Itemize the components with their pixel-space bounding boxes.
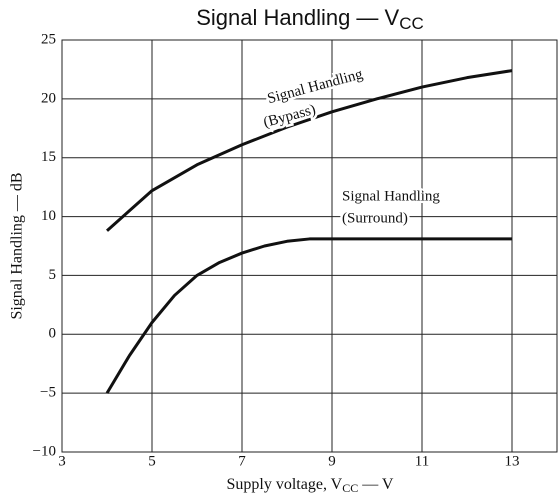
x-tick-label: 13 [505, 453, 520, 469]
x-tick-label: 7 [238, 453, 246, 469]
x-label-sub: CC [342, 481, 358, 495]
title-text: Signal Handling — V [196, 5, 399, 30]
series-label-line: (Surround) [342, 210, 408, 226]
y-tick-label: 20 [41, 90, 56, 106]
y-tick-label: 15 [41, 149, 56, 165]
x-tick-label: 5 [148, 453, 156, 469]
x-axis-label: Supply voltage, VCC — V [227, 476, 394, 495]
y-tick-label: 0 [49, 326, 57, 342]
chart-title: Signal Handling — VCC [196, 5, 424, 34]
line-series [106, 69, 513, 232]
y-tick-label: 5 [49, 267, 57, 283]
y-tick-label: 10 [41, 208, 56, 224]
x-tick-label: 3 [58, 453, 66, 469]
y-tick-label: −10 [33, 443, 56, 459]
series-label-line: Signal Handling [342, 188, 440, 204]
y-tick-label: −5 [40, 385, 56, 401]
x-label-text: Supply voltage, V [227, 476, 343, 493]
x-label-tail: — V [358, 476, 394, 493]
series-label-line: Signal Handling [266, 66, 365, 107]
series-label: Signal Handling (Surround) [340, 186, 443, 229]
title-sub: CC [399, 14, 424, 33]
y-tick-label: 25 [41, 31, 56, 47]
x-tick-label: 11 [415, 453, 429, 469]
x-tick-label: 9 [328, 453, 336, 469]
y-axis-label: Signal Handling — dB [9, 172, 26, 319]
line-series [105, 237, 512, 394]
